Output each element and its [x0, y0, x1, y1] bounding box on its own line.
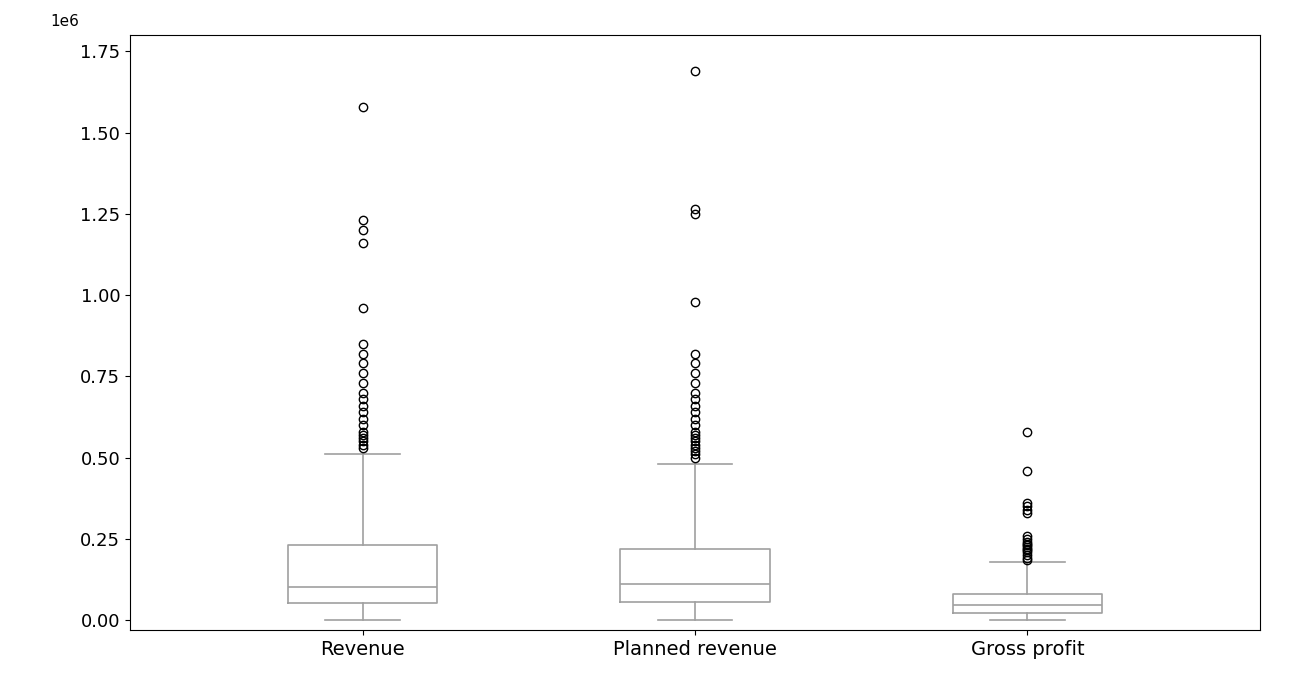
Text: 1e6: 1e6 — [51, 14, 79, 29]
